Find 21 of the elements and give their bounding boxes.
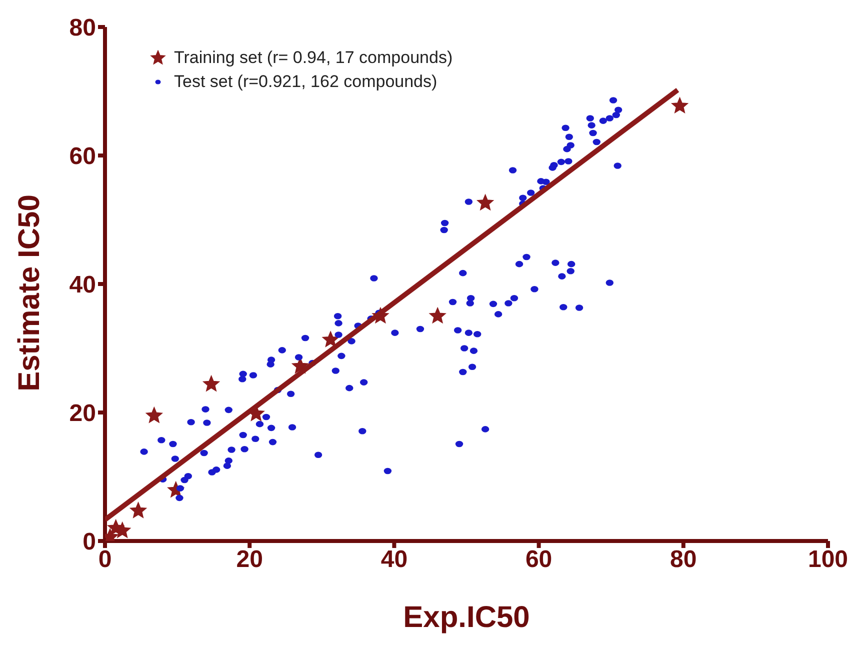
y-tick-label: 0 — [82, 528, 96, 556]
y-tick-label: 80 — [69, 14, 96, 42]
point — [130, 502, 146, 518]
point — [322, 331, 339, 347]
x-axis-title: Exp.IC50 — [403, 601, 530, 634]
legend-label: Training set (r= 0.94, 17 compounds) — [174, 48, 453, 68]
x-tick-label: 20 — [236, 546, 263, 574]
y-tick-label: 40 — [69, 272, 96, 299]
point — [429, 308, 446, 324]
x-tick-label: 100 — [808, 546, 848, 574]
point — [146, 407, 162, 423]
point — [672, 98, 688, 113]
y-axis-title: Estimate IC50 — [13, 194, 47, 392]
x-tick-label: 60 — [525, 546, 552, 574]
point — [477, 194, 494, 210]
y-tick-label: 20 — [69, 400, 96, 428]
legend-label: Test set (r=0.921, 162 compounds) — [174, 72, 438, 92]
x-tick-label: 40 — [380, 546, 408, 574]
x-tick-label: 80 — [670, 546, 697, 574]
y-tick-label: 60 — [69, 143, 96, 170]
point — [203, 376, 220, 392]
